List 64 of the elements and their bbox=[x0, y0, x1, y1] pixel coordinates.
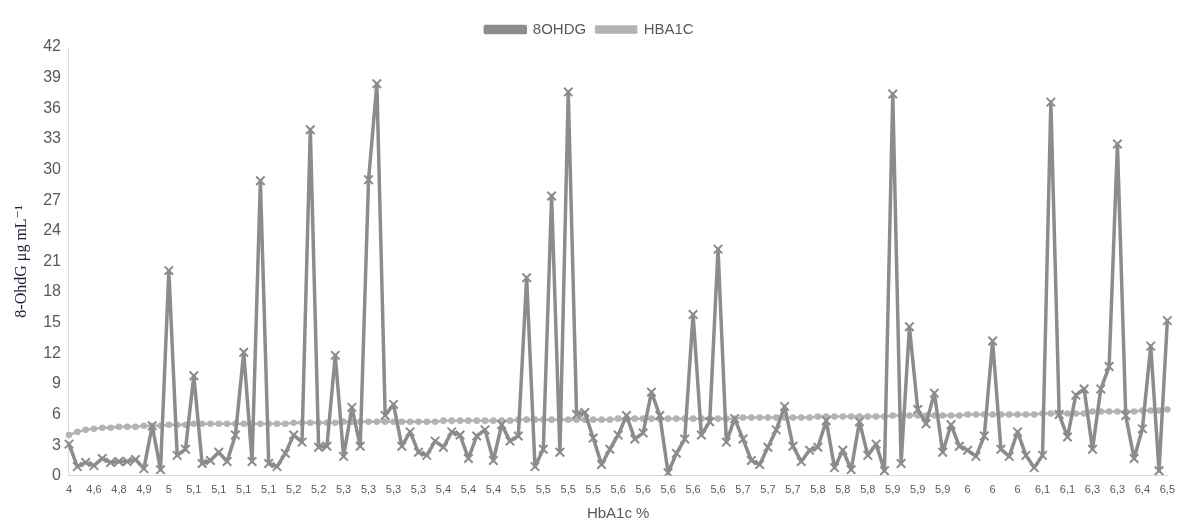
x-tick-label: 5,1 bbox=[211, 483, 227, 496]
x-tick-label: 5,4 bbox=[435, 483, 452, 496]
x-tick-label: 4 bbox=[65, 483, 73, 496]
x-tick-label: 5,5 bbox=[560, 483, 576, 496]
y-tick-label: 30 bbox=[43, 159, 62, 177]
x-tick-label: 4,8 bbox=[111, 483, 127, 496]
y-tick-label: 18 bbox=[43, 282, 62, 300]
x-tick-label: 5,8 bbox=[810, 483, 826, 496]
x-tick-label: 5,6 bbox=[685, 483, 701, 496]
x-tick-label: 5,9 bbox=[935, 483, 951, 496]
y-tick-label: 3 bbox=[52, 435, 62, 453]
x-tick-label: 5,1 bbox=[236, 483, 252, 496]
y-tick-label: 42 bbox=[43, 37, 62, 55]
x-tick-label: 5,4 bbox=[485, 483, 502, 496]
x-tick-label: 5,7 bbox=[760, 483, 776, 496]
x-tick-label: 5,5 bbox=[535, 483, 551, 496]
x-tick-label: 6 bbox=[964, 483, 971, 496]
x-axis-title: HbA1c % bbox=[586, 504, 650, 522]
y-tick-label: 15 bbox=[43, 313, 62, 331]
legend-label: HBA1C bbox=[643, 19, 694, 37]
x-tick-label: 5,5 bbox=[510, 483, 526, 496]
y-tick-label: 0 bbox=[52, 466, 62, 484]
x-tick-label: 6,3 bbox=[1084, 483, 1101, 496]
x-tick-label: 5,7 bbox=[785, 483, 801, 496]
x-tick-label: 5,9 bbox=[885, 483, 901, 496]
x-tick-label: 5,3 bbox=[410, 483, 427, 496]
x-tick-label: 4,6 bbox=[86, 483, 102, 496]
x-tick-label: 5,6 bbox=[610, 483, 626, 496]
x-tick-label: 5,3 bbox=[360, 483, 377, 496]
y-tick-label: 33 bbox=[43, 129, 62, 147]
x-tick-label: 6,1 bbox=[1059, 483, 1076, 496]
x-tick-label: 5,6 bbox=[660, 483, 676, 496]
x-tick-label: 5,5 bbox=[585, 483, 601, 496]
x-tick-label: 5,2 bbox=[310, 483, 327, 496]
x-tick-label: 5 bbox=[165, 483, 172, 496]
legend-label: 8OHDG bbox=[532, 19, 587, 37]
x-tick-label: 5,3 bbox=[335, 483, 352, 496]
x-tick-label: 6,3 bbox=[1109, 483, 1126, 496]
y-tick-label: 12 bbox=[43, 343, 62, 361]
x-tick-label: 5,7 bbox=[735, 483, 751, 496]
y-tick-label: 21 bbox=[43, 251, 62, 269]
y-axis-title: 8-OhdG μg mL⁻¹ bbox=[11, 204, 30, 318]
x-tick-label: 6 bbox=[989, 483, 996, 496]
x-tick-label: 6,5 bbox=[1159, 483, 1175, 496]
x-tick-label: 5,1 bbox=[261, 483, 277, 496]
x-tick-label: 5,2 bbox=[286, 483, 302, 496]
x-tick-label: 5,8 bbox=[860, 483, 876, 496]
x-tick-label: 5,6 bbox=[710, 483, 726, 496]
x-tick-label: 5,4 bbox=[460, 483, 477, 496]
y-tick-label: 9 bbox=[52, 374, 62, 392]
x-tick-label: 5,3 bbox=[385, 483, 402, 496]
x-tick-label: 6 bbox=[1014, 483, 1021, 496]
y-tick-label: 6 bbox=[52, 404, 62, 422]
y-tick-label: 24 bbox=[43, 221, 62, 239]
x-tick-label: 6,1 bbox=[1034, 483, 1051, 496]
x-tick-label: 4,9 bbox=[136, 483, 152, 496]
x-tick-label: 5,1 bbox=[186, 483, 202, 496]
x-tick-label: 5,8 bbox=[835, 483, 851, 496]
x-tick-label: 5,6 bbox=[635, 483, 651, 496]
y-tick-label: 27 bbox=[43, 190, 62, 208]
x-tick-label: 6,4 bbox=[1134, 483, 1151, 496]
x-tick-label: 5,9 bbox=[910, 483, 926, 496]
y-tick-label: 39 bbox=[43, 68, 62, 86]
y-tick-label: 36 bbox=[43, 98, 62, 116]
